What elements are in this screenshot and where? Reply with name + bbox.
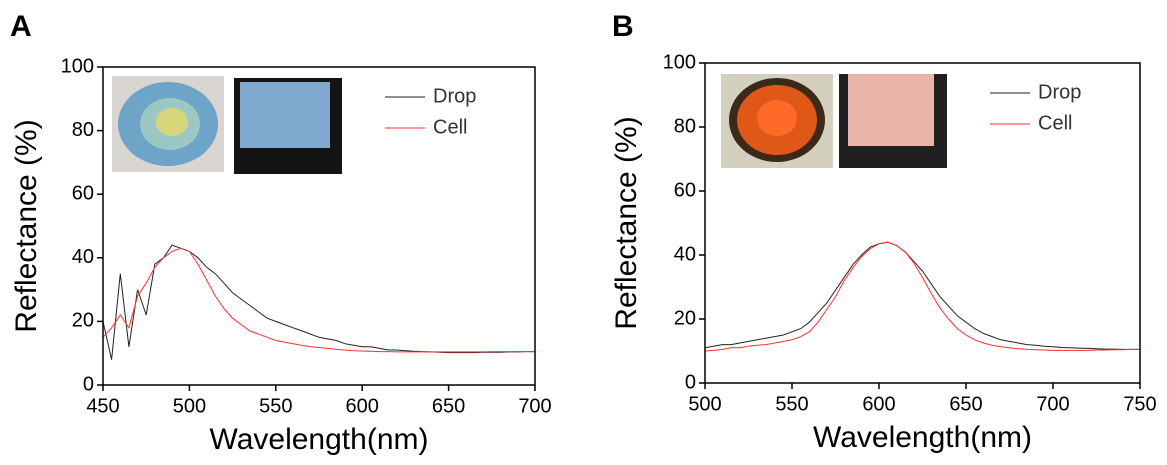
x-axis-title: Wavelength(nm) xyxy=(210,423,429,456)
panel-label: B xyxy=(612,10,634,43)
legend-label: Cell xyxy=(1038,112,1072,134)
y-axis-title: Reflectance (%) xyxy=(610,116,643,329)
data-line xyxy=(102,244,535,360)
legend-label: Cell xyxy=(433,116,467,138)
y-tick-label: 60 xyxy=(72,182,94,204)
x-tick-label: 600 xyxy=(346,395,379,417)
plot-frame xyxy=(704,62,1141,384)
x-tick-label: 600 xyxy=(862,393,895,415)
y-tick-label: 100 xyxy=(61,55,94,77)
plot-frame xyxy=(102,66,536,386)
data-line xyxy=(704,241,1140,350)
data-line xyxy=(102,247,535,353)
x-tick-label: 550 xyxy=(259,395,292,417)
y-tick-label: 60 xyxy=(674,179,696,201)
y-tick-label: 80 xyxy=(72,119,94,141)
x-tick-label: 500 xyxy=(688,393,721,415)
x-tick-label: 750 xyxy=(1123,393,1156,415)
x-tick-label: 700 xyxy=(518,395,551,417)
y-tick-label: 80 xyxy=(674,115,696,137)
x-tick-label: 450 xyxy=(86,395,119,417)
y-tick-label: 0 xyxy=(83,373,94,395)
x-axis-title: Wavelength(nm) xyxy=(813,421,1032,454)
inset-photos-b xyxy=(721,74,947,168)
x-tick-label: 500 xyxy=(173,395,206,417)
legend-label: Drop xyxy=(433,85,476,107)
y-tick-label: 0 xyxy=(685,371,696,393)
data-line xyxy=(704,241,1140,352)
x-tick-label: 650 xyxy=(432,395,465,417)
legend-label: Drop xyxy=(1038,81,1081,103)
y-tick-label: 100 xyxy=(663,51,696,73)
panel-label: A xyxy=(10,10,32,43)
y-tick-label: 40 xyxy=(674,243,696,265)
x-tick-label: 650 xyxy=(949,393,982,415)
inset-photos-a xyxy=(112,76,342,174)
x-tick-label: 700 xyxy=(1036,393,1069,415)
y-tick-label: 20 xyxy=(674,307,696,329)
y-tick-label: 40 xyxy=(72,246,94,268)
x-tick-label: 550 xyxy=(775,393,808,415)
y-axis-title: Reflectance (%) xyxy=(10,119,43,332)
y-tick-label: 20 xyxy=(72,310,94,332)
